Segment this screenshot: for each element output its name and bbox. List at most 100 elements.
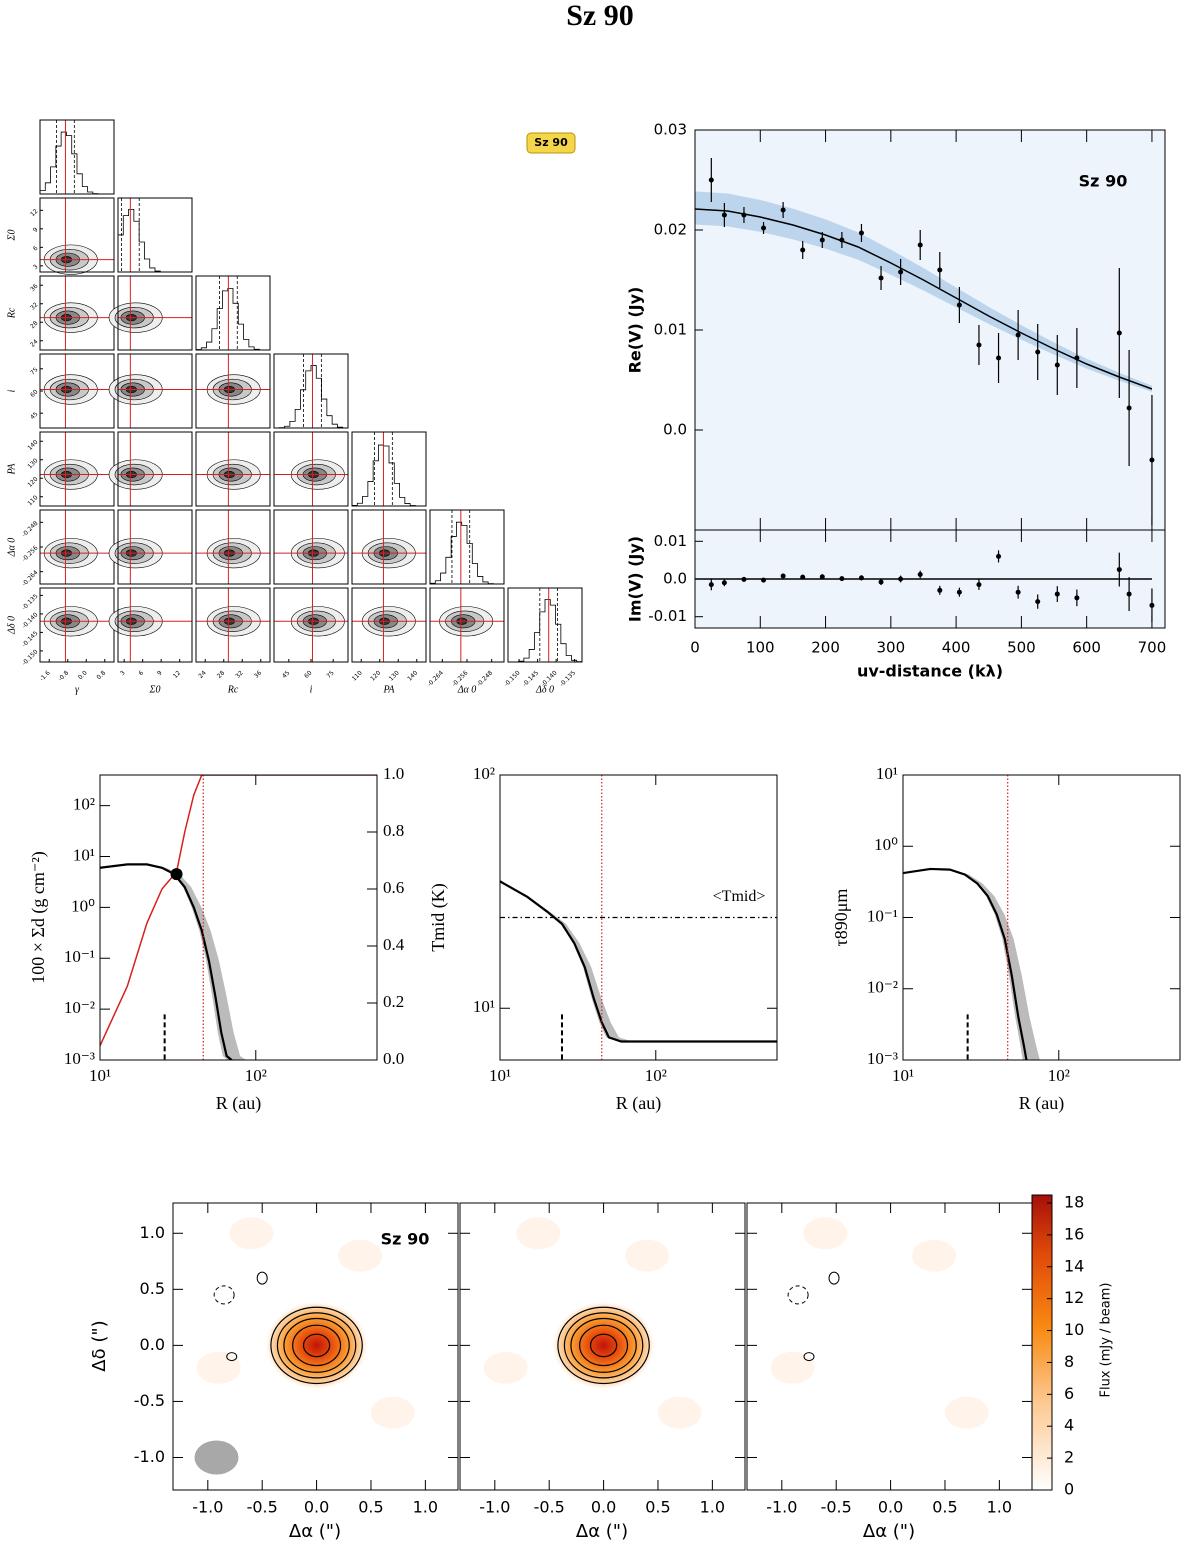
noise: [912, 1239, 957, 1272]
cell-frame: [273, 509, 349, 585]
x-tick-label: -0.264: [426, 669, 445, 688]
y-tick-label: 10⁻¹: [64, 947, 95, 966]
histogram: [508, 599, 582, 663]
x-axis-label: R (au): [216, 1093, 261, 1114]
colorbar-label: Flux (mJy / beam): [1099, 1282, 1114, 1397]
x-tick-label: 200: [811, 639, 840, 657]
y-tick-label: 0.01: [654, 321, 687, 339]
histogram: [274, 365, 348, 429]
data-point: [780, 207, 786, 213]
x-tick-label: 0.0: [77, 669, 89, 681]
data-point: [800, 574, 806, 580]
y-tick-label: 140: [26, 439, 39, 452]
data-point: [819, 237, 825, 243]
x-tick-label: -0.248: [476, 669, 495, 688]
noise: [370, 1396, 415, 1429]
cell-frame: [117, 587, 193, 663]
noise: [803, 1217, 848, 1250]
corner-cell: [40, 432, 114, 506]
data-point: [741, 576, 747, 582]
x-tick-label: 110: [351, 669, 364, 682]
y-tick-label: -0.140: [21, 611, 40, 630]
y-tick-label: 24: [29, 338, 39, 348]
y-tick-label: 10¹: [73, 845, 95, 864]
corner-cell: [196, 588, 270, 662]
y-tick-label: -0.256: [21, 544, 40, 563]
figure-title: Sz 90: [566, 0, 634, 32]
histogram: [430, 521, 504, 585]
noise: [196, 1351, 241, 1384]
cell-frame: [195, 275, 271, 351]
y-tick-label: 10⁻¹: [867, 906, 898, 925]
cell-frame: [195, 587, 271, 663]
colorbar-tick-label: 14: [1064, 1256, 1084, 1275]
cell-frame: [351, 431, 427, 507]
contour: [270, 1306, 363, 1385]
data-point: [956, 302, 962, 308]
histogram: [196, 288, 270, 351]
contour: [803, 1352, 815, 1362]
colorbar-tick-label: 16: [1064, 1224, 1084, 1243]
data-point: [878, 579, 884, 585]
y-tick-label: -1.0: [134, 1447, 165, 1466]
y-tick-label: -0.145: [21, 630, 40, 649]
x-tick-label: -0.135: [558, 669, 577, 688]
noise: [338, 1239, 383, 1272]
corner-cell: [274, 354, 348, 429]
y-tick-label: 10⁻²: [867, 978, 898, 997]
emission: [551, 1300, 656, 1391]
x-tick-label: -0.150: [503, 669, 522, 688]
corner-cell: [118, 198, 192, 273]
data-point: [839, 237, 845, 243]
noise: [770, 1351, 815, 1384]
y2-tick-label: 1.0: [383, 764, 404, 783]
y-axis-label: i: [6, 389, 17, 392]
corner-cell: [430, 588, 504, 662]
x-tick-label: -1.0: [766, 1498, 797, 1517]
y-axis-label: Δδ 0: [6, 616, 17, 635]
x-tick-label: 60: [303, 669, 313, 679]
x-tick-label: 45: [281, 669, 291, 679]
data-point: [708, 582, 714, 588]
y-tick-label: 0.5: [140, 1279, 165, 1298]
y-tick-label: 32: [29, 301, 39, 311]
x-tick-label: 10¹: [489, 1066, 511, 1085]
y-tick-label: 130: [26, 457, 39, 470]
cell-frame: [195, 353, 271, 429]
y-tick-label: -0.01: [648, 607, 687, 625]
x-tick-label: 0.5: [645, 1498, 670, 1517]
corner-cell: [430, 510, 504, 585]
y-tick-label: 110: [26, 494, 39, 507]
x-tick-label: 10²: [645, 1066, 667, 1085]
y-tick-label: 10⁰: [874, 835, 898, 854]
image-background: [747, 1203, 1032, 1490]
x-tick-label: 120: [369, 669, 382, 682]
y-tick-label: 120: [26, 476, 39, 489]
noise: [657, 1396, 702, 1429]
y-tick-label: 10⁻³: [867, 1049, 898, 1068]
x-tick-label: 100: [746, 639, 775, 657]
x-tick-label: 28: [216, 669, 226, 679]
x-axis-label: Δα ("): [289, 1521, 341, 1542]
x-axis-label: R (au): [1019, 1093, 1064, 1114]
colorbar-tick-label: 8: [1064, 1352, 1074, 1371]
data-point: [996, 553, 1002, 559]
y-tick-label: 10²: [473, 764, 495, 783]
uncertainty-band: [100, 864, 247, 1060]
y-tick-label: 0.0: [140, 1335, 165, 1354]
data-point: [1116, 330, 1122, 336]
x-axis-label: Rc: [227, 684, 239, 695]
colorbar-tick-label: 0: [1064, 1480, 1074, 1499]
x-tick-label: -1.0: [479, 1498, 510, 1517]
y-tick-label: -0.135: [21, 593, 40, 612]
y-tick-label: 28: [29, 320, 39, 330]
badge: [526, 132, 576, 154]
histogram: [118, 208, 192, 273]
axes-frame: [499, 774, 778, 1061]
plot-area: [903, 775, 1040, 1060]
y-tick-label: 10⁻²: [64, 998, 95, 1017]
cell-frame: [195, 431, 271, 507]
badge-label: Sz 90: [534, 136, 568, 149]
cell-frame: [273, 431, 349, 507]
